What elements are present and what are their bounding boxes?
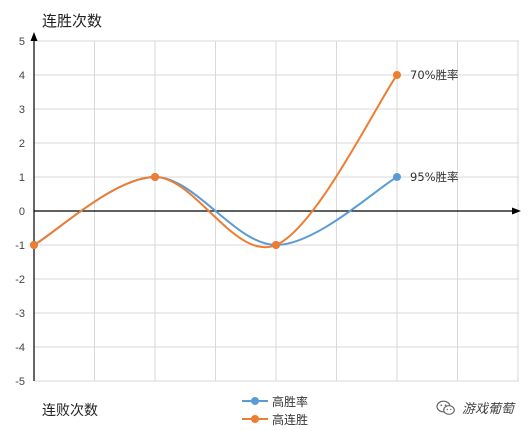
x-axis-arrow-icon xyxy=(512,207,521,215)
data-point-1-3 xyxy=(393,71,401,79)
watermark-text: 游戏葡萄 xyxy=(462,402,515,417)
legend: 高胜率 高连胜 xyxy=(242,392,308,428)
data-point-1-1 xyxy=(151,173,159,181)
y-tick-label: 3 xyxy=(19,104,25,116)
y-axis-title: 连胜次数 xyxy=(42,12,103,30)
series-line-1 xyxy=(33,74,398,249)
data-point-1-2 xyxy=(272,241,280,249)
data-point-0-3 xyxy=(393,173,401,181)
data-point-1-0 xyxy=(30,241,38,249)
legend-swatch-blue xyxy=(242,396,268,406)
y-tick-label: 4 xyxy=(19,70,25,82)
y-tick-label: 1 xyxy=(19,172,25,184)
series-lines: 95%胜率 70%胜率 xyxy=(30,68,459,249)
legend-label-high-streak: 高连胜 xyxy=(272,412,309,427)
legend-label-high-winrate: 高胜率 xyxy=(272,394,309,409)
y-tick-label: -4 xyxy=(15,342,25,354)
legend-item-high-winrate: 高胜率 xyxy=(242,392,308,410)
y-tick-label: -1 xyxy=(15,240,25,252)
x-axis-title: 连败次数 xyxy=(42,403,98,419)
y-tick-labels: 5 4 3 2 1 0 -1 -2 -3 -4 -5 xyxy=(15,36,25,388)
watermark: 游戏葡萄 xyxy=(436,398,514,417)
wechat-icon xyxy=(436,400,455,415)
y-tick-label: -3 xyxy=(15,308,25,320)
y-tick-label: 0 xyxy=(19,206,25,218)
series-end-label-0: 95%胜率 xyxy=(410,170,459,184)
y-tick-label: -2 xyxy=(15,274,25,286)
series-end-label-1: 70%胜率 xyxy=(410,68,459,82)
y-tick-label: 2 xyxy=(19,138,25,150)
legend-swatch-orange xyxy=(242,414,268,424)
legend-item-high-streak: 高连胜 xyxy=(242,410,308,428)
y-tick-label: -5 xyxy=(15,376,25,388)
axes xyxy=(30,32,521,381)
y-tick-label: 5 xyxy=(19,36,25,48)
y-axis-arrow-icon xyxy=(30,32,38,41)
